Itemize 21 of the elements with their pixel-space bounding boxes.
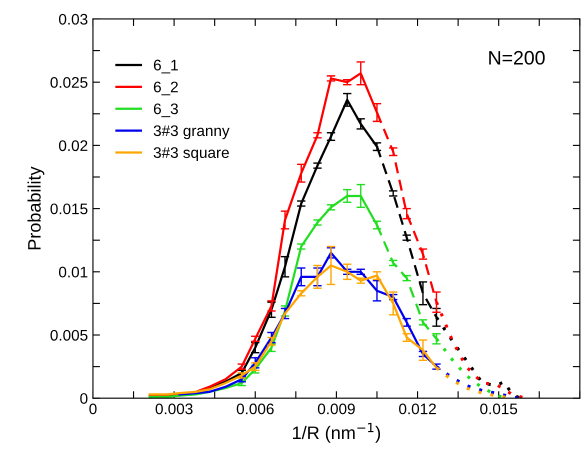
y-tick-label: 0.025 [50,77,88,88]
x-tick-label: 0.003 [156,403,193,414]
x-tick-label: 0.015 [480,403,518,414]
legend-label: 3#3 square [154,147,229,162]
legend-label: 6_2 [154,82,178,96]
x-axis-title: 1/R (nm$^{−1}$) [293,422,380,443]
y-tick-label: 0.015 [50,203,88,214]
y-tick-label: 0.005 [50,330,88,341]
x-tick-label: 0.006 [236,403,274,414]
annotation: N=200 [489,50,545,65]
x-tick-label: 0.012 [399,403,436,414]
y-axis-title: Probability [27,166,44,250]
legend-label: 3#3 granny [154,125,230,140]
y-tick-label: 0.03 [58,14,88,25]
y-tick-label: 0.02 [58,140,88,152]
legend-label: 6_3 [154,103,178,118]
y-tick-label: 0 [80,393,88,404]
x-tick-label: 0.009 [318,403,355,414]
legend-label: 6_1 [154,60,178,74]
x-tick-label: 0 [89,403,97,414]
y-tick-label: 0.01 [58,266,88,278]
